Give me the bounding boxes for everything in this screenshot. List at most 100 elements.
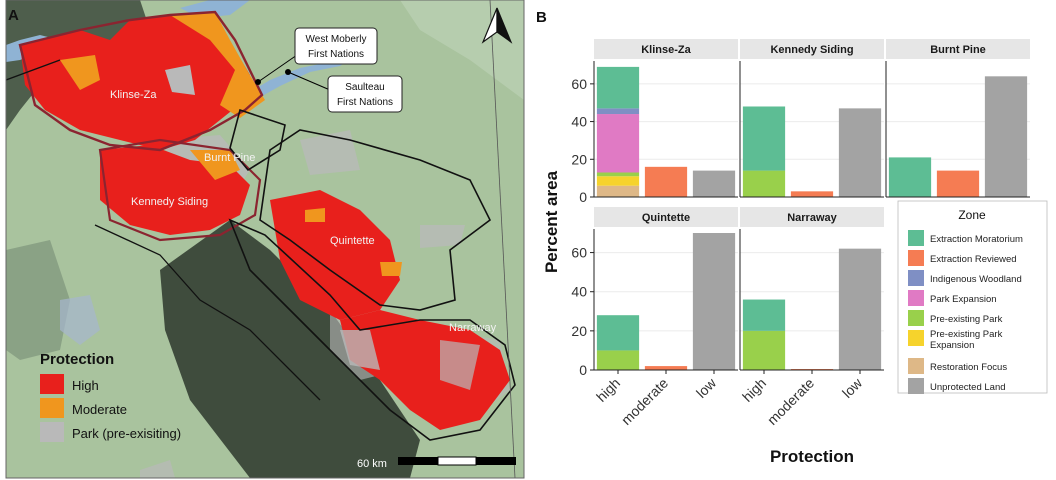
bar-segment-klinse-za-low-unprotected-land — [692, 170, 736, 197]
zone-legend-label-pre-existing-park-expansion: Pre-existing Park Expansion — [930, 329, 1003, 351]
protection-high-narraway — [340, 310, 510, 430]
y-tick-label: 60 — [571, 245, 587, 261]
scalebar-label: 60 km — [357, 458, 387, 470]
facet-strip — [740, 207, 884, 227]
x-tick-label-moderate: moderate — [618, 375, 671, 428]
facet-title: Klinse-Za — [641, 44, 691, 56]
map-legend-title: Protection — [40, 351, 114, 368]
bar-segment-narraway-low-unprotected-land — [838, 248, 882, 370]
callout-saulteau-line1: Saulteau — [345, 82, 384, 93]
x-tick-label-low: low — [693, 374, 720, 401]
zone-legend-swatch-extraction-moratorium — [908, 230, 924, 246]
zone-legend-label-line: Pre-existing Park — [930, 329, 1003, 340]
zone-legend-swatch-extraction-reviewed — [908, 250, 924, 266]
bar-segment-klinse-za-high-indigenous-woodland — [596, 108, 640, 115]
y-tick-label: 60 — [571, 76, 587, 92]
facet-strip — [740, 39, 884, 59]
zone-legend-swatch-pre-existing-park-expansion — [908, 330, 924, 346]
y-tick-label: 20 — [571, 151, 587, 167]
zone-legend-swatch-indigenous-woodland — [908, 270, 924, 286]
kennedy-siding-boundary — [98, 138, 262, 242]
scalebar — [398, 456, 516, 466]
faceted-bar-chart: B Percent area Protection Klinse-Za 0 20 40… — [536, 9, 1048, 466]
map-frame — [5, 0, 525, 479]
zone-legend-swatch-pre-existing-park — [908, 310, 924, 326]
bar-segment-klinse-za-high-pre-existing-park-expansion — [596, 176, 640, 186]
bar-segment-klinse-za-high-park-expansion — [596, 114, 640, 173]
zone-legend-label-restoration-focus: Restoration Focus — [930, 362, 1007, 373]
zone-legend-label-extraction-reviewed: Extraction Reviewed — [930, 254, 1017, 265]
bar-segment-kennedy-siding-moderate-extraction-reviewed — [790, 191, 834, 197]
protection-moderate-quintette — [305, 208, 325, 222]
terrain-w — [6, 240, 70, 360]
zone-legend-label-indigenous-woodland: Indigenous Woodland — [930, 274, 1022, 285]
bar-segment-burnt-pine-moderate-extraction-reviewed — [936, 170, 980, 197]
zone-legend-title: Zone — [958, 208, 986, 222]
y-tick-label: 0 — [579, 362, 587, 378]
y-tick-label: 40 — [571, 114, 587, 130]
bar-segment-klinse-za-moderate-extraction-reviewed — [644, 166, 688, 197]
bar-segment-quintette-high-extraction-moratorium — [596, 315, 640, 351]
protection-moderate-klinse-za — [60, 55, 100, 90]
zone-legend-swatch-park-expansion — [908, 290, 924, 306]
region-label-klinse-za: Klinse-Za — [110, 89, 157, 101]
map-legend-swatch-high — [40, 374, 64, 394]
bar-segment-klinse-za-high-extraction-moratorium — [596, 66, 640, 109]
park-klinse-za — [165, 65, 195, 95]
zone-legend-swatch-restoration-focus — [908, 358, 924, 374]
facet-title: Narraway — [787, 212, 837, 224]
callout-saulteau-line2: First Nations — [337, 97, 393, 108]
panel-label-a: A — [8, 7, 19, 24]
river — [245, 60, 350, 100]
x-tick-label-high: high — [739, 375, 769, 405]
zone-legend: Zone Extraction Moratorium Extraction Rev… — [897, 200, 1048, 394]
dark-terrain-nw — [6, 0, 150, 130]
regional-boundary — [6, 59, 321, 401]
bar-segment-quintette-moderate-extraction-reviewed — [644, 366, 688, 370]
x-axis-title: Protection — [770, 447, 854, 466]
protection-high-quintette — [270, 190, 400, 320]
north-arrow-icon — [481, 7, 513, 44]
bar-segment-kennedy-siding-low-unprotected-land — [838, 108, 882, 197]
x-tick-label-moderate: moderate — [764, 375, 817, 428]
x-tick-label-high: high — [593, 375, 623, 405]
protection-moderate-burnt-pine — [190, 150, 240, 180]
park-patch — [140, 460, 175, 478]
panel-label-b: B — [536, 9, 547, 26]
map-legend-swatch-moderate — [40, 398, 64, 418]
park-patch — [60, 295, 100, 345]
y-tick-label: 0 — [579, 189, 587, 205]
protection-high-klinse-za — [20, 15, 250, 150]
y-axis-title: Percent area — [542, 170, 561, 273]
facet-strip — [886, 39, 1030, 59]
facet-strip — [594, 39, 738, 59]
bar-segment-quintette-low-unprotected-land — [692, 233, 736, 370]
community-point — [255, 79, 261, 85]
callout-leader — [257, 54, 298, 83]
quintette-boundary — [259, 129, 492, 311]
facet-klinse-za: Klinse-Za 0 20 40 60 — [571, 39, 738, 205]
zone-legend-label-park-expansion: Park Expansion — [930, 294, 997, 305]
bar-segment-kennedy-siding-high-extraction-moratorium — [742, 106, 786, 171]
x-tick-label-low: low — [839, 374, 866, 401]
callout-west-moberly-line2: First Nations — [308, 49, 364, 60]
map-panel: A Klinse-Za Burnt Pine Kennedy Siding Qu… — [5, 0, 525, 479]
bar-segment-quintette-high-pre-existing-park — [596, 350, 640, 370]
map-legend-label-park: Park (pre-exisiting) — [72, 426, 181, 441]
bar-segment-klinse-za-high-pre-existing-park — [596, 172, 640, 177]
bar-segment-klinse-za-high-restoration-focus — [596, 185, 640, 197]
bar-segment-kennedy-siding-high-pre-existing-park — [742, 170, 786, 197]
y-tick-label: 40 — [571, 284, 587, 300]
region-label-quintette: Quintette — [330, 235, 375, 247]
bar-segment-burnt-pine-high-extraction-moratorium — [888, 157, 932, 197]
facet-strip — [594, 207, 738, 227]
park-narraway — [440, 340, 480, 390]
protection-moderate-quintette — [380, 262, 402, 276]
map-legend-label-moderate: Moderate — [72, 402, 127, 417]
facet-panels: Klinse-Za 0 20 40 60 Kennedy Siding Burnt Pine… — [571, 39, 1030, 428]
facet-burnt-pine: Burnt Pine — [885, 39, 1030, 198]
map-legend-label-high: High — [72, 378, 99, 393]
y-tick-label: 20 — [571, 323, 587, 339]
